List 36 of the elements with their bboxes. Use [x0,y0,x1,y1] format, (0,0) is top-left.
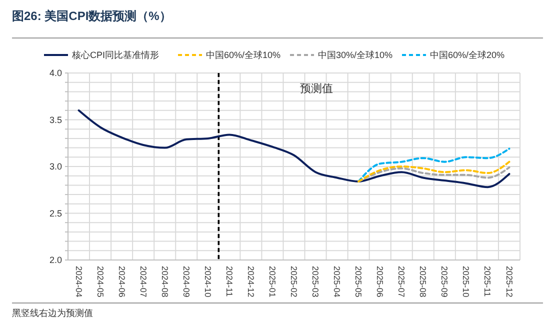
x-tick-label: 2025-09 [440,266,450,298]
x-tick-label: 2025-01 [268,266,278,298]
y-tick-label: 2.5 [49,208,62,218]
chart-title: 图26: 美国CPI数据预测（%） [12,9,172,23]
x-tick-label: 2024-08 [160,266,170,298]
x-tick-label: 2025-11 [482,266,493,297]
x-tick-label: 2025-06 [375,266,386,298]
legend-label: 中国60%/全球20% [430,50,505,60]
legend-label: 中国60%/全球10% [206,50,281,60]
x-tick-label: 2024-04 [74,266,84,298]
text: 黑竖线右边为预测值 [12,308,93,318]
x-tick-label: 2025-12 [504,266,514,298]
line-series [358,160,510,182]
x-tick-label: 2024-09 [181,266,192,298]
x-tick-label: 2025-10 [461,266,472,298]
y-tick-label: 3.5 [49,114,62,125]
x-tick-label: 2025-02 [289,266,300,298]
legend-label: 核心CPI同比基准情形 [71,50,160,60]
x-tick-label: 2024-10 [202,266,213,298]
line-series [358,148,510,182]
x-tick-label: 2025-04 [332,266,342,298]
x-tick-label: 2024-06 [116,266,127,298]
x-tick-label: 2024-12 [246,266,256,298]
x-tick-label: 2025-08 [418,266,428,298]
y-tick-label: 4.0 [49,68,62,78]
y-tick-label: 3.0 [49,162,62,172]
line-series [78,109,510,188]
y-tick-label: 2.0 [49,255,62,266]
annotation: 预测值 [300,83,333,95]
x-tick-label: 2024-05 [95,266,106,298]
legend-label: 中国30%/全球10% [318,50,393,60]
x-tick-label: 2024-07 [138,266,148,298]
x-tick-label: 2024-11 [224,266,234,297]
x-tick-label: 2025-05 [354,266,364,298]
x-tick-label: 2025-03 [310,266,321,298]
x-tick-label: 2025-07 [396,266,407,298]
